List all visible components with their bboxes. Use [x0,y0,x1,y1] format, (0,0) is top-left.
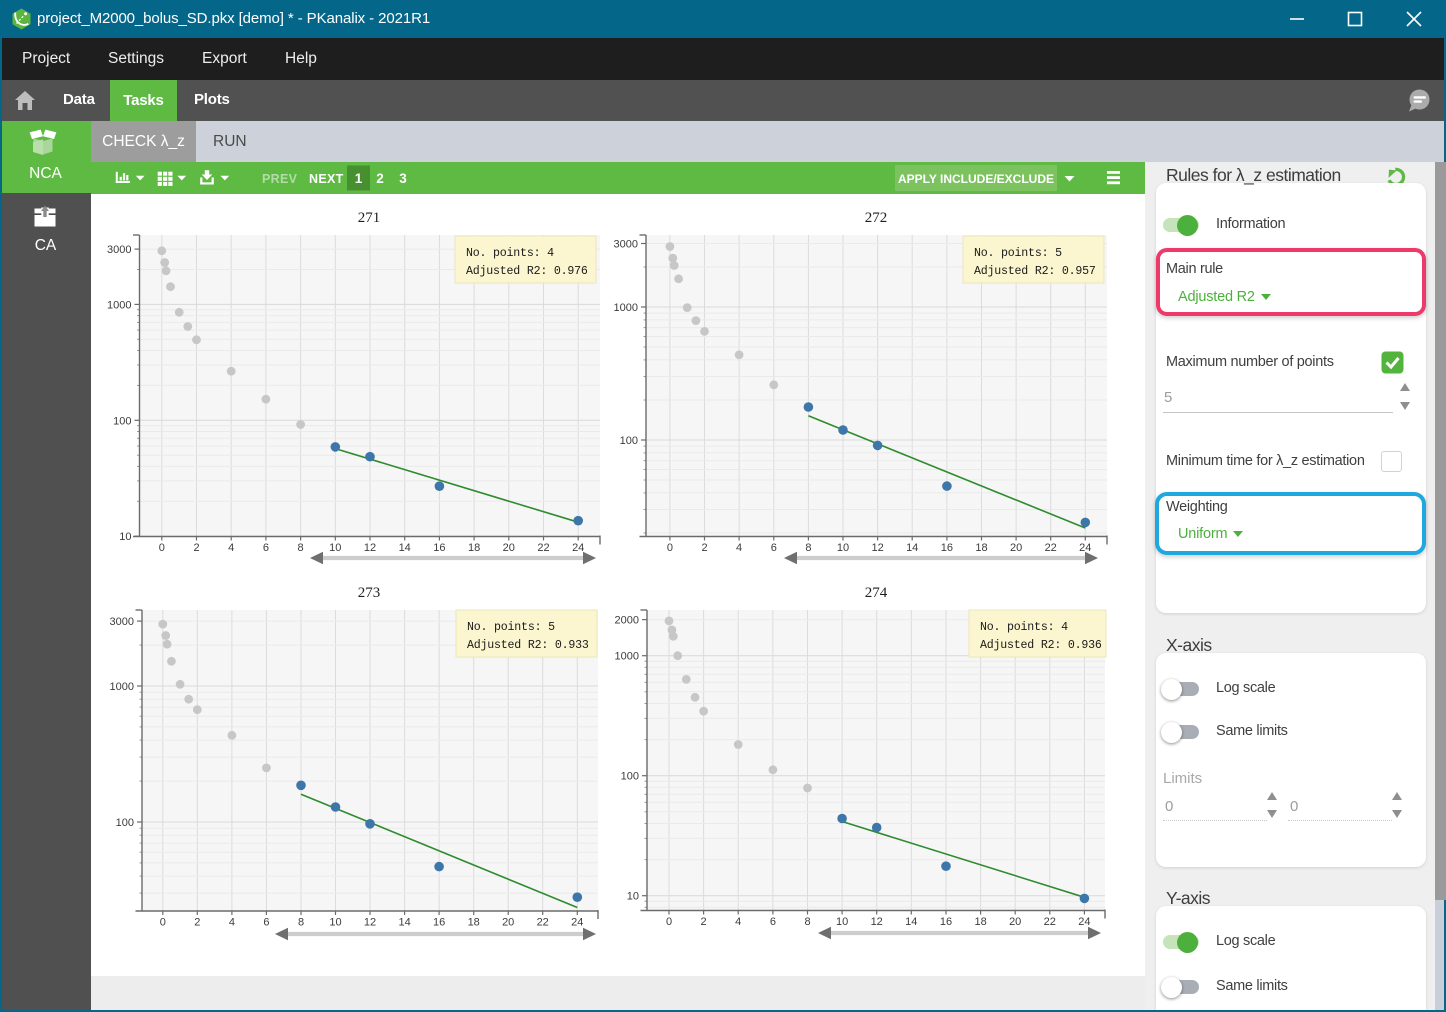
svg-text:8: 8 [298,917,304,929]
svg-text:4: 4 [229,917,235,929]
svg-text:100: 100 [620,435,638,447]
svg-text:22: 22 [537,917,549,929]
svg-text:16: 16 [940,916,952,928]
svg-text:10: 10 [329,917,341,929]
svg-text:3000: 3000 [110,616,134,628]
svg-text:8: 8 [298,542,304,554]
svg-text:3: 3 [399,171,407,186]
svg-text:10: 10 [119,531,131,543]
svg-text:0: 0 [667,542,673,554]
svg-text:0: 0 [160,917,166,929]
svg-text:14: 14 [398,917,410,929]
svg-text:22: 22 [537,542,549,554]
svg-text:8: 8 [805,542,811,554]
svg-text:20: 20 [1010,542,1022,554]
svg-text:4: 4 [736,542,742,554]
svg-text:No. points: 4: No. points: 4 [466,247,554,260]
svg-text:10: 10 [836,916,848,928]
svg-text:12: 12 [871,916,883,928]
svg-text:16: 16 [433,542,445,554]
svg-text:2: 2 [376,171,384,186]
svg-text:Adjusted R2: 0.936: Adjusted R2: 0.936 [980,639,1102,652]
svg-text:4: 4 [735,916,741,928]
svg-text:Adjusted R2: 0.976: Adjusted R2: 0.976 [466,265,588,278]
svg-text:4: 4 [228,542,234,554]
svg-text:16: 16 [433,917,445,929]
svg-text:272: 272 [865,210,888,226]
svg-text:Adjusted R2: 0.933: Adjusted R2: 0.933 [467,639,589,652]
svg-text:14: 14 [905,916,917,928]
svg-text:6: 6 [263,917,269,929]
svg-text:1000: 1000 [615,651,639,663]
svg-text:18: 18 [974,916,986,928]
svg-text:1000: 1000 [107,299,131,311]
svg-text:22: 22 [1045,542,1057,554]
svg-text:24: 24 [572,542,584,554]
svg-text:12: 12 [364,917,376,929]
svg-text:12: 12 [364,542,376,554]
svg-text:PREV: PREV [262,172,298,186]
svg-text:2: 2 [701,916,707,928]
svg-text:14: 14 [906,542,918,554]
svg-text:NEXT: NEXT [309,172,344,186]
svg-text:6: 6 [263,542,269,554]
svg-text:273: 273 [358,585,381,601]
svg-text:271: 271 [358,210,381,226]
svg-text:6: 6 [771,542,777,554]
svg-text:24: 24 [1079,542,1091,554]
svg-text:1000: 1000 [614,302,638,314]
svg-text:0: 0 [159,542,165,554]
svg-text:2000: 2000 [615,615,639,627]
svg-text:3000: 3000 [107,244,131,256]
svg-text:24: 24 [1078,916,1090,928]
svg-text:274: 274 [865,585,888,601]
svg-text:2: 2 [194,917,200,929]
svg-text:3000: 3000 [614,239,638,251]
svg-text:20: 20 [1009,916,1021,928]
svg-text:6: 6 [770,916,776,928]
svg-text:No. points: 5: No. points: 5 [974,247,1062,260]
svg-text:100: 100 [621,771,639,783]
svg-text:10: 10 [837,542,849,554]
svg-text:20: 20 [503,542,515,554]
svg-text:20: 20 [502,917,514,929]
svg-text:1: 1 [355,171,363,186]
svg-text:22: 22 [1044,916,1056,928]
svg-text:1000: 1000 [110,681,134,693]
svg-text:8: 8 [804,916,810,928]
svg-text:0: 0 [666,916,672,928]
svg-text:14: 14 [399,542,411,554]
svg-text:10: 10 [627,891,639,903]
svg-text:No. points: 5: No. points: 5 [467,621,555,634]
svg-text:12: 12 [871,542,883,554]
svg-text:100: 100 [116,817,134,829]
svg-text:No. points: 4: No. points: 4 [980,621,1068,634]
svg-text:2: 2 [701,542,707,554]
svg-text:16: 16 [941,542,953,554]
svg-text:24: 24 [571,917,583,929]
svg-text:10: 10 [329,542,341,554]
svg-text:APPLY INCLUDE/EXCLUDE: APPLY INCLUDE/EXCLUDE [898,172,1054,186]
svg-text:100: 100 [113,415,131,427]
svg-text:2: 2 [193,542,199,554]
svg-text:18: 18 [468,542,480,554]
svg-text:Adjusted R2: 0.957: Adjusted R2: 0.957 [974,265,1096,278]
svg-text:18: 18 [468,917,480,929]
svg-text:18: 18 [975,542,987,554]
